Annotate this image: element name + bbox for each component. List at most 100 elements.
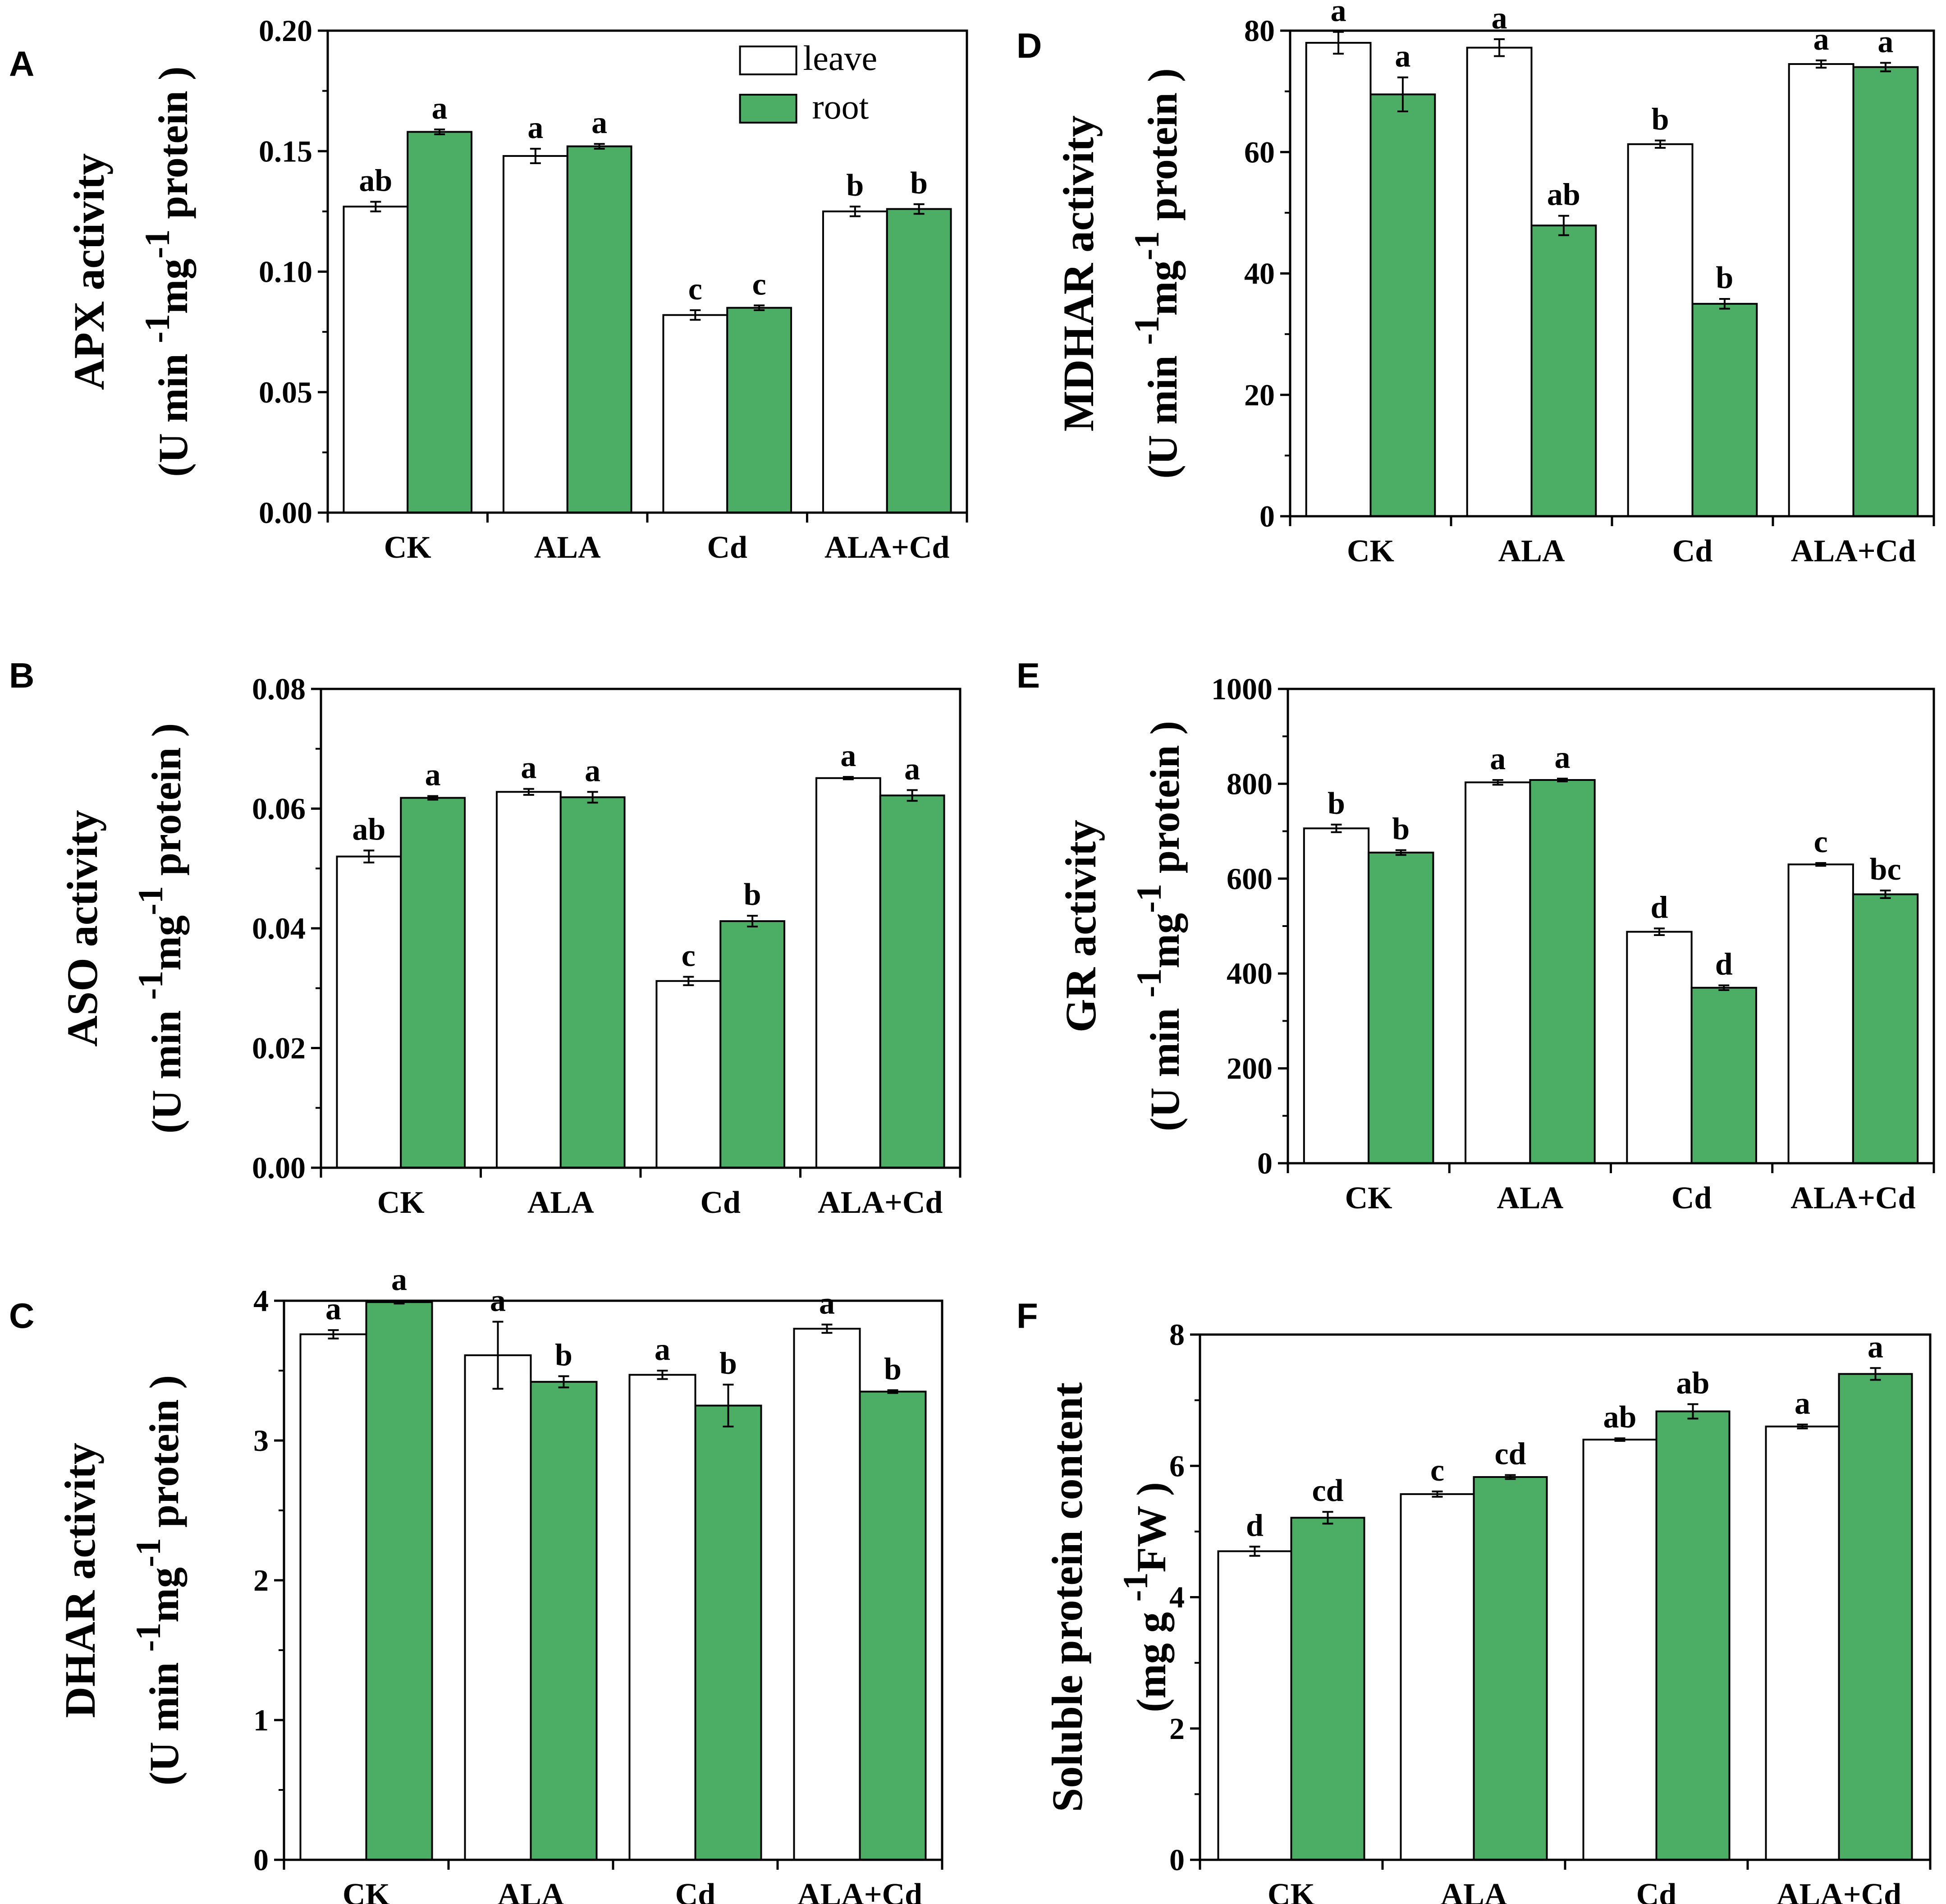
x-category-label: ALA [534, 530, 601, 565]
x-category-label: CK [1347, 534, 1394, 569]
y-tick-label: 0.00 [252, 1151, 306, 1185]
x-category-label: Cd [1671, 1181, 1712, 1216]
x-category-label: ALA [1441, 1877, 1507, 1904]
bar-leave-ALA [495, 791, 562, 1169]
significance-letter: a [527, 110, 543, 145]
significance-letter: c [1814, 825, 1828, 859]
x-category-label: ALA [527, 1185, 594, 1220]
bar-root-CK [365, 1301, 433, 1861]
significance-letter: b [1328, 786, 1345, 821]
x-category-label: ALA [1498, 534, 1565, 569]
significance-letter: a [1395, 39, 1410, 74]
panel-letter: C [9, 1296, 34, 1335]
significance-letter: b [555, 1338, 572, 1372]
significance-letter: ab [352, 812, 385, 847]
bar-leave-Cd [1582, 1439, 1658, 1861]
y-tick-label: 80 [1244, 14, 1275, 48]
significance-letter: ab [1603, 1400, 1637, 1435]
bar-root-ALA+Cd [859, 1390, 927, 1861]
bar-leave-Cd [628, 1374, 696, 1861]
legend-label-leave: leave [803, 38, 878, 78]
significance-letter: a [1813, 22, 1829, 57]
legend-swatch-root [739, 94, 797, 124]
bar-root-CK [1369, 93, 1436, 517]
panel-letter: E [1016, 656, 1040, 695]
y-tick-label: 0 [1169, 1843, 1185, 1877]
y-tick-label: 0.20 [259, 14, 312, 48]
significance-letter: a [819, 1286, 835, 1321]
y-tick-label: 0.15 [259, 134, 312, 168]
y-tick-label: 0.05 [259, 375, 312, 409]
significance-letter: a [840, 739, 856, 773]
y-axis-unit: (U min -1mg-1 protein ) [137, 66, 196, 477]
legend-label-root: root [812, 87, 869, 126]
y-axis-unit: (U min -1mg-1 protein ) [1129, 721, 1188, 1131]
bar-leave-ALA [1466, 46, 1533, 518]
x-category-label: ALA+Cd [824, 530, 949, 565]
significance-letter: a [655, 1332, 670, 1367]
y-tick-label: 0.10 [259, 255, 312, 289]
y-tick-label: 4 [253, 1284, 269, 1318]
bar-leave-CK [1305, 41, 1372, 517]
bar-root-ALA+Cd [879, 794, 945, 1169]
legend-swatch-leave [739, 46, 797, 75]
bar-root-ALA [566, 145, 632, 514]
significance-letter: a [1555, 740, 1571, 775]
x-category-label: ALA+Cd [1777, 1877, 1901, 1904]
y-axis-title: GR activity [1057, 820, 1105, 1032]
bar-leave-ALA+Cd [1765, 1425, 1840, 1861]
y-tick-label: 0.00 [259, 495, 312, 530]
bar-leave-Cd [1626, 931, 1693, 1164]
y-tick-label: 8 [1169, 1317, 1185, 1352]
bar-root-CK [407, 131, 473, 514]
y-tick-label: 1 [253, 1703, 269, 1737]
panel-letter: F [1016, 1296, 1038, 1335]
y-axis-unit: (U min -1mg-1 protein ) [131, 723, 189, 1133]
y-tick-label: 0 [1257, 1146, 1273, 1180]
significance-letter: c [1430, 1453, 1444, 1488]
significance-letter: a [391, 1262, 407, 1297]
bar-leave-ALA+Cd [793, 1328, 861, 1861]
significance-letter: b [719, 1346, 737, 1381]
bar-root-ALA [1530, 225, 1597, 517]
x-category-label: CK [1345, 1181, 1392, 1216]
y-tick-label: 0.02 [252, 1031, 306, 1065]
bar-leave-ALA [1400, 1493, 1475, 1861]
significance-letter: a [1490, 742, 1506, 776]
y-axis-title: APX activity [65, 153, 113, 390]
bar-root-ALA [1529, 779, 1596, 1164]
panel-letter: B [9, 656, 34, 695]
significance-letter: b [846, 168, 864, 203]
significance-letter: bc [1870, 852, 1901, 887]
y-axis-title: DHAR activity [56, 1443, 104, 1718]
bar-leave-CK [1303, 827, 1370, 1164]
y-axis-unit: (U min -1mg-1 protein ) [128, 1375, 187, 1785]
bar-root-Cd [694, 1404, 762, 1861]
significance-letter: b [1392, 812, 1410, 847]
y-tick-label: 0 [1259, 499, 1275, 533]
bar-leave-ALA [502, 155, 568, 514]
bar-leave-Cd [655, 980, 722, 1169]
x-category-label: Cd [701, 1185, 741, 1220]
significance-letter: b [910, 166, 928, 201]
significance-letter: a [585, 753, 600, 788]
significance-letter: a [325, 1292, 341, 1326]
y-axis-title: MDHAR activity [1054, 115, 1103, 431]
y-axis-unit: (mg g -1FW ) [1116, 1482, 1174, 1712]
y-tick-label: 1000 [1211, 672, 1273, 706]
bar-leave-CK [299, 1333, 367, 1861]
significance-letter: b [884, 1352, 902, 1386]
bar-root-ALA+Cd [1852, 66, 1919, 517]
bar-root-Cd [719, 920, 786, 1169]
x-category-label: Cd [707, 530, 748, 565]
significance-letter: cd [1495, 1437, 1526, 1472]
significance-letter: d [1246, 1508, 1264, 1543]
y-axis-unit: (U min -1mg-1 protein ) [1127, 68, 1186, 478]
y-tick-label: 4 [1169, 1580, 1185, 1615]
significance-letter: ab [1547, 178, 1580, 212]
x-category-label: ALA [498, 1877, 564, 1904]
bar-root-Cd [1655, 1410, 1731, 1861]
y-tick-label: 6 [1169, 1449, 1185, 1483]
